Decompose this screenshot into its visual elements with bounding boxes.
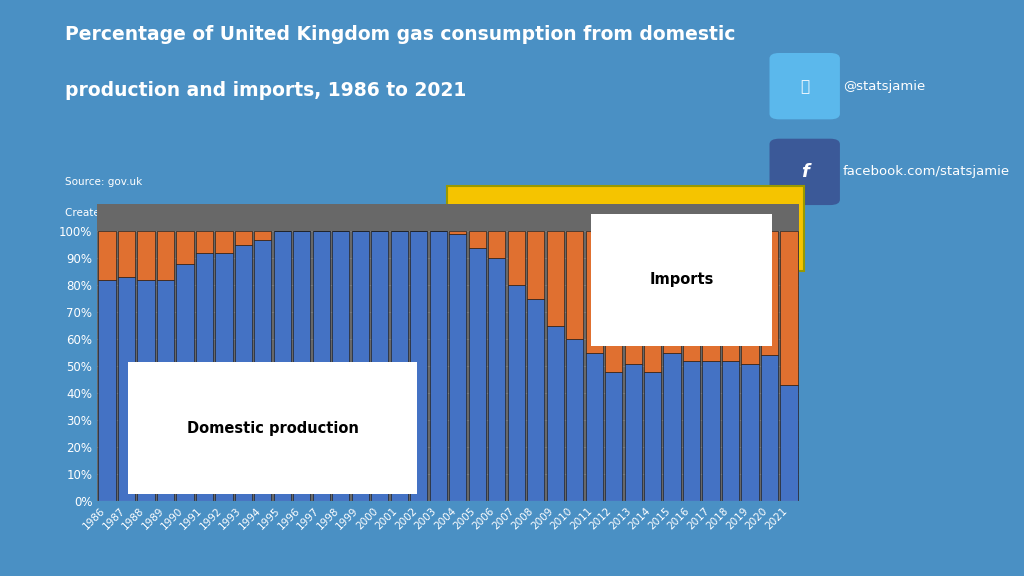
Bar bbox=[625, 232, 642, 363]
Text: Imports: Imports bbox=[649, 272, 714, 287]
Text: Around 30% of gas consumption within the UK
is currently used for electricity ge: Around 30% of gas consumption within the… bbox=[462, 215, 788, 243]
Bar bbox=[644, 232, 662, 372]
Bar bbox=[254, 232, 271, 240]
Text: f: f bbox=[801, 163, 809, 181]
Bar bbox=[761, 232, 778, 355]
Bar bbox=[702, 361, 720, 501]
Bar bbox=[372, 232, 388, 501]
Bar bbox=[508, 232, 524, 285]
Bar bbox=[741, 232, 759, 363]
Bar bbox=[664, 232, 681, 353]
Bar bbox=[215, 253, 232, 501]
Bar bbox=[430, 232, 446, 501]
Bar bbox=[625, 363, 642, 501]
Bar bbox=[780, 385, 798, 501]
Bar bbox=[547, 232, 564, 326]
Text: facebook.com/statsjamie: facebook.com/statsjamie bbox=[843, 165, 1010, 179]
Text: Source: gov.uk: Source: gov.uk bbox=[66, 177, 142, 187]
Bar bbox=[547, 326, 564, 501]
Bar bbox=[586, 353, 603, 501]
Text: production and imports, 1986 to 2021: production and imports, 1986 to 2021 bbox=[66, 81, 467, 100]
Bar bbox=[722, 232, 739, 361]
FancyBboxPatch shape bbox=[446, 185, 804, 271]
Bar bbox=[722, 361, 739, 501]
Bar bbox=[508, 285, 524, 501]
Bar bbox=[312, 232, 330, 501]
Bar bbox=[488, 259, 505, 501]
Bar bbox=[586, 232, 603, 353]
Bar bbox=[605, 372, 623, 501]
Bar bbox=[469, 232, 485, 248]
Bar bbox=[98, 280, 116, 501]
Bar bbox=[254, 240, 271, 501]
Text: @statsjamie: @statsjamie bbox=[843, 79, 925, 93]
Text: Percentage of United Kingdom gas consumption from domestic: Percentage of United Kingdom gas consump… bbox=[66, 25, 736, 44]
Bar bbox=[488, 232, 505, 259]
Bar bbox=[332, 232, 349, 501]
Text: 🐦: 🐦 bbox=[800, 79, 809, 94]
Bar bbox=[702, 232, 720, 361]
Bar bbox=[644, 372, 662, 501]
Bar bbox=[234, 232, 252, 245]
Bar bbox=[527, 299, 544, 501]
Bar bbox=[664, 353, 681, 501]
Bar bbox=[137, 280, 155, 501]
Bar bbox=[118, 277, 135, 501]
Bar bbox=[450, 234, 466, 501]
Bar bbox=[780, 232, 798, 385]
Bar bbox=[683, 361, 700, 501]
Bar bbox=[527, 232, 544, 299]
Bar bbox=[566, 232, 584, 339]
Bar bbox=[761, 355, 778, 501]
FancyBboxPatch shape bbox=[769, 139, 840, 205]
Bar bbox=[391, 232, 408, 501]
Bar bbox=[352, 232, 369, 501]
Bar bbox=[293, 232, 310, 501]
Bar bbox=[98, 232, 116, 280]
Bar bbox=[605, 232, 623, 372]
Bar bbox=[196, 253, 213, 501]
Bar bbox=[741, 363, 759, 501]
Bar bbox=[234, 245, 252, 501]
Bar bbox=[683, 232, 700, 361]
Text: Domestic production: Domestic production bbox=[186, 421, 358, 436]
Bar bbox=[157, 232, 174, 280]
Bar bbox=[469, 248, 485, 501]
Bar bbox=[157, 280, 174, 501]
Bar bbox=[215, 232, 232, 253]
Bar bbox=[118, 232, 135, 277]
Bar bbox=[411, 232, 427, 501]
Bar bbox=[176, 232, 194, 264]
Bar bbox=[176, 264, 194, 501]
Bar bbox=[196, 232, 213, 253]
Bar bbox=[450, 232, 466, 234]
Bar bbox=[566, 339, 584, 501]
Text: Created: 02 August 2022: Created: 02 August 2022 bbox=[66, 208, 197, 218]
FancyBboxPatch shape bbox=[769, 53, 840, 119]
Bar bbox=[273, 232, 291, 501]
Bar bbox=[137, 232, 155, 280]
